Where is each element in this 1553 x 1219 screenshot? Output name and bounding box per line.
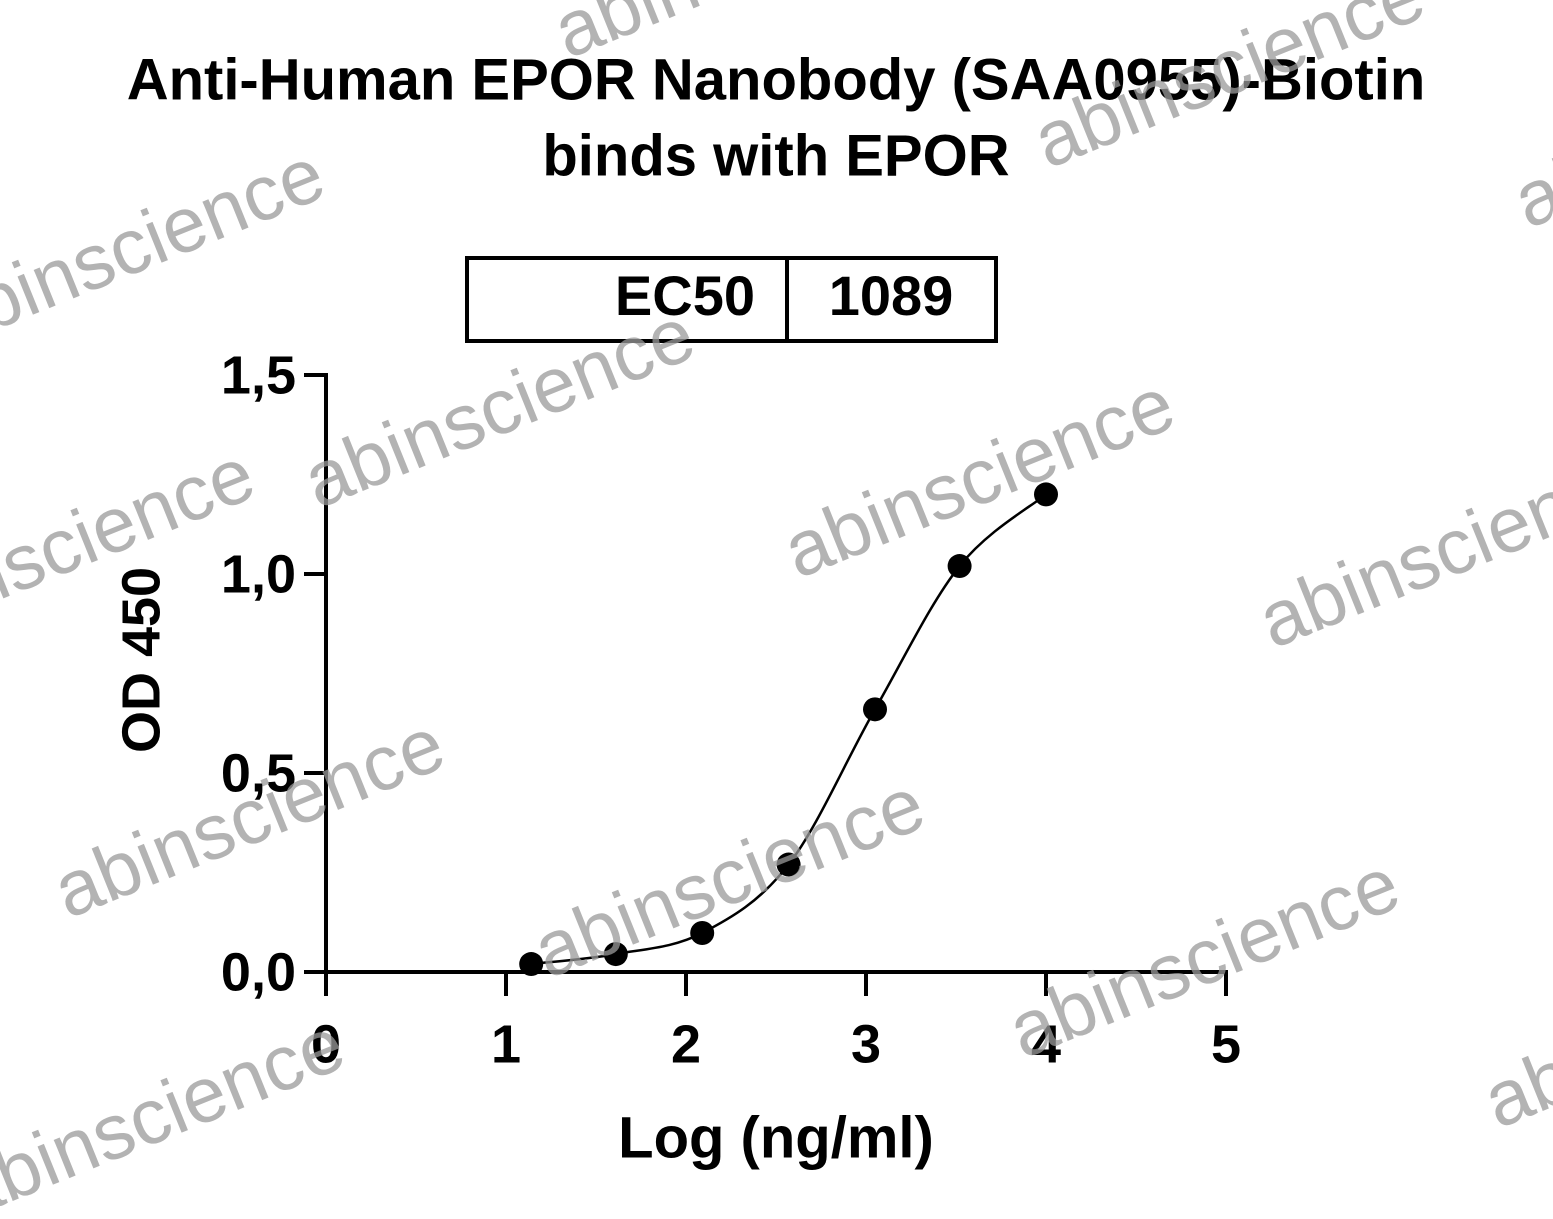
y-tick-label: 1,5 <box>221 345 296 405</box>
y-tick-label: 0,0 <box>221 942 296 1002</box>
y-axis-label: OD 450 <box>111 567 171 753</box>
watermark: abinscience <box>0 999 356 1219</box>
x-tick-label: 2 <box>671 1014 701 1074</box>
ec50-box <box>465 256 998 343</box>
watermark: abinscience <box>996 839 1411 1075</box>
watermark: abinscience <box>771 359 1186 595</box>
watermark: abinscience <box>1501 9 1553 245</box>
x-tick-label: 5 <box>1211 1014 1241 1074</box>
chart-title: Anti-Human EPOR Nanobody (SAA0955)-Bioti… <box>127 47 1426 112</box>
x-tick-label: 4 <box>1031 1014 1061 1074</box>
x-axis-label: Log (ng/ml) <box>618 1105 934 1170</box>
chart-title: binds with EPOR <box>542 123 1009 188</box>
plot-area: 0,0 0,5 1,0 1,5 0 1 2 3 4 5 <box>221 345 1241 1074</box>
watermark: abinscience <box>1471 909 1553 1145</box>
x-tick-label: 3 <box>851 1014 881 1074</box>
data-point <box>776 852 801 877</box>
data-point <box>947 554 972 579</box>
data-point <box>863 697 887 722</box>
watermark: abinscience <box>291 289 706 525</box>
data-point <box>603 942 628 967</box>
y-tick-label: 0,5 <box>221 743 296 803</box>
watermark: abinscience <box>521 759 936 995</box>
watermark: abinscience <box>1246 429 1553 665</box>
ec50-value: 1089 <box>829 264 954 327</box>
ec50-label: EC50 <box>615 264 755 327</box>
watermark: abinscience <box>41 699 456 935</box>
watermark: abinscience <box>0 129 336 365</box>
data-point <box>690 920 715 945</box>
x-tick-label: 1 <box>491 1014 521 1074</box>
y-tick-label: 1,0 <box>221 544 296 604</box>
data-point <box>1034 482 1058 507</box>
x-tick-label: 0 <box>311 1014 341 1074</box>
data-point <box>519 952 544 977</box>
